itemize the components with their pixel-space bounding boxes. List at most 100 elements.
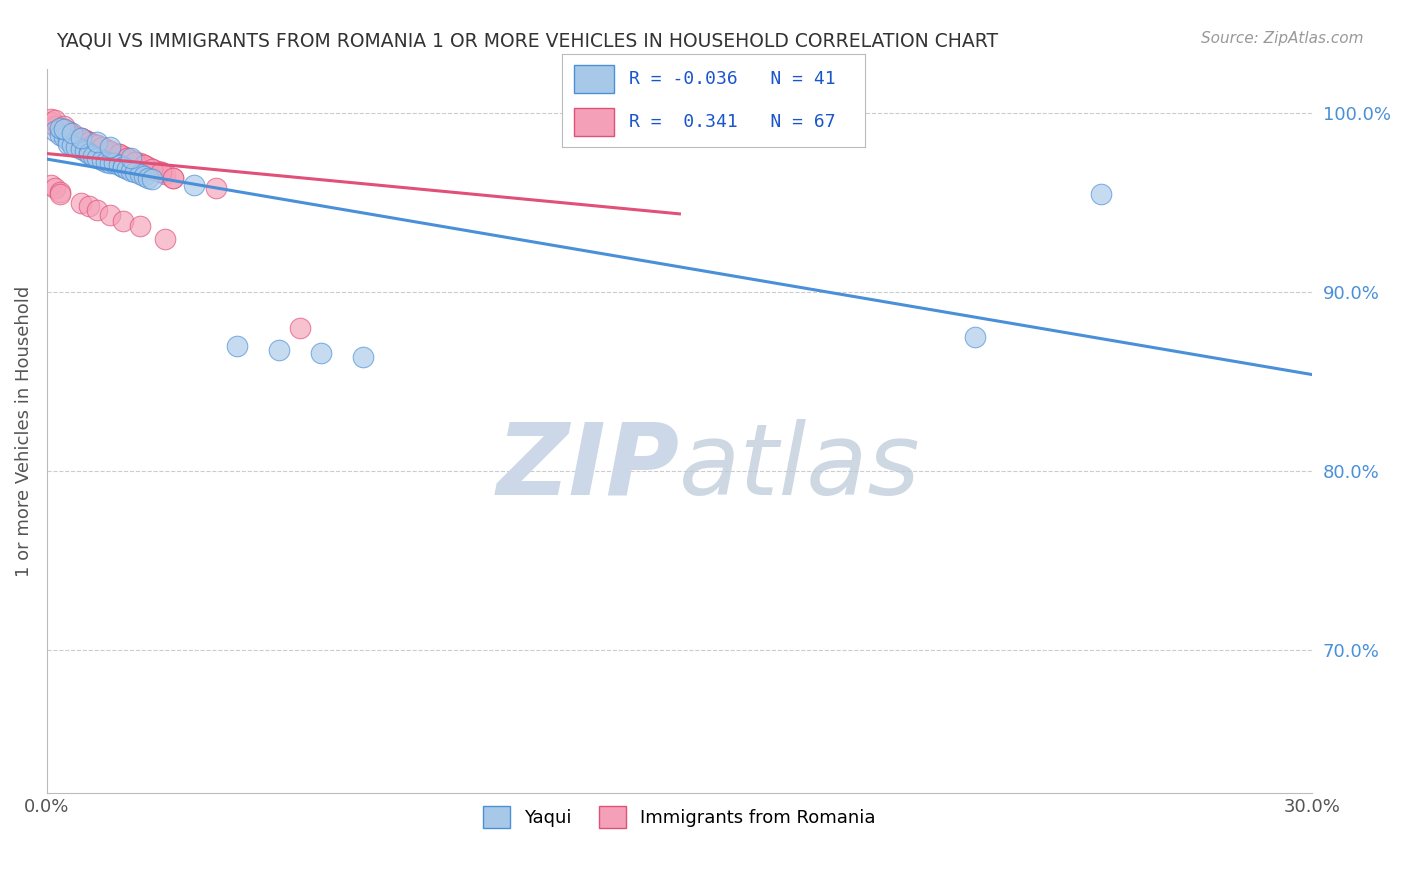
- Point: [65, 140, 87, 154]
- Point: [77, 199, 100, 213]
- Point: [48, 186, 70, 201]
- Point: [128, 219, 150, 233]
- Point: [107, 147, 129, 161]
- Text: ZIP: ZIP: [496, 418, 679, 516]
- Text: YAQUI VS IMMIGRANTS FROM ROMANIA 1 OR MORE VEHICLES IN HOUSEHOLD CORRELATION CHA: YAQUI VS IMMIGRANTS FROM ROMANIA 1 OR MO…: [56, 31, 998, 50]
- Point: [44, 119, 66, 133]
- Point: [82, 136, 104, 151]
- Point: [77, 135, 100, 149]
- Point: [56, 133, 79, 147]
- Point: [60, 128, 83, 142]
- Point: [69, 142, 91, 156]
- Point: [94, 154, 117, 169]
- Point: [73, 133, 96, 147]
- Point: [98, 156, 121, 170]
- Point: [73, 133, 96, 147]
- Point: [86, 138, 108, 153]
- Point: [82, 136, 104, 151]
- Text: Source: ZipAtlas.com: Source: ZipAtlas.com: [1201, 31, 1364, 46]
- Point: [65, 129, 87, 144]
- Point: [52, 129, 75, 144]
- Point: [668, 110, 690, 124]
- Point: [69, 131, 91, 145]
- Point: [44, 124, 66, 138]
- Point: [48, 120, 70, 135]
- Point: [162, 170, 184, 185]
- Point: [136, 170, 159, 185]
- Point: [128, 156, 150, 170]
- Point: [86, 151, 108, 165]
- Point: [69, 131, 91, 145]
- Point: [141, 161, 163, 176]
- Point: [77, 135, 100, 149]
- Point: [120, 151, 142, 165]
- Legend: Yaqui, Immigrants from Romania: Yaqui, Immigrants from Romania: [475, 798, 883, 835]
- Point: [124, 154, 146, 169]
- Text: R = -0.036   N = 41: R = -0.036 N = 41: [628, 70, 835, 87]
- Point: [60, 138, 83, 153]
- Point: [48, 120, 70, 135]
- Point: [132, 158, 155, 172]
- Point: [77, 147, 100, 161]
- Point: [111, 160, 134, 174]
- Point: [111, 160, 134, 174]
- Point: [60, 126, 83, 140]
- Point: [98, 144, 121, 158]
- Point: [90, 140, 112, 154]
- Text: R =  0.341   N = 67: R = 0.341 N = 67: [628, 113, 835, 131]
- Point: [132, 169, 155, 183]
- Point: [44, 119, 66, 133]
- Point: [124, 165, 146, 179]
- Point: [69, 131, 91, 145]
- Point: [115, 161, 138, 176]
- Point: [77, 145, 100, 160]
- Point: [288, 321, 311, 335]
- Point: [44, 181, 66, 195]
- Point: [56, 126, 79, 140]
- Text: atlas: atlas: [679, 418, 921, 516]
- Point: [86, 135, 108, 149]
- Point: [86, 202, 108, 217]
- Point: [60, 128, 83, 142]
- Point: [103, 156, 125, 170]
- Point: [39, 178, 62, 192]
- Point: [56, 136, 79, 151]
- Point: [52, 122, 75, 136]
- Point: [103, 145, 125, 160]
- Point: [65, 129, 87, 144]
- Point: [86, 138, 108, 153]
- Point: [90, 140, 112, 154]
- Point: [56, 124, 79, 138]
- Point: [141, 172, 163, 186]
- Point: [309, 346, 332, 360]
- Point: [52, 119, 75, 133]
- Point: [69, 195, 91, 210]
- Point: [145, 163, 167, 178]
- Point: [204, 181, 226, 195]
- FancyBboxPatch shape: [575, 108, 614, 136]
- Point: [48, 128, 70, 142]
- Point: [1090, 186, 1112, 201]
- Point: [120, 153, 142, 167]
- Point: [153, 231, 176, 245]
- Point: [44, 113, 66, 128]
- Point: [73, 144, 96, 158]
- Point: [153, 167, 176, 181]
- Point: [120, 163, 142, 178]
- Point: [115, 151, 138, 165]
- Point: [225, 339, 247, 353]
- Point: [82, 149, 104, 163]
- Point: [52, 122, 75, 136]
- Point: [115, 151, 138, 165]
- Point: [56, 124, 79, 138]
- Point: [98, 208, 121, 222]
- Point: [963, 330, 986, 344]
- Point: [111, 213, 134, 227]
- Y-axis label: 1 or more Vehicles in Household: 1 or more Vehicles in Household: [15, 285, 32, 576]
- Point: [48, 185, 70, 199]
- Point: [48, 120, 70, 135]
- Point: [107, 147, 129, 161]
- Point: [124, 154, 146, 169]
- FancyBboxPatch shape: [575, 65, 614, 93]
- Point: [141, 161, 163, 176]
